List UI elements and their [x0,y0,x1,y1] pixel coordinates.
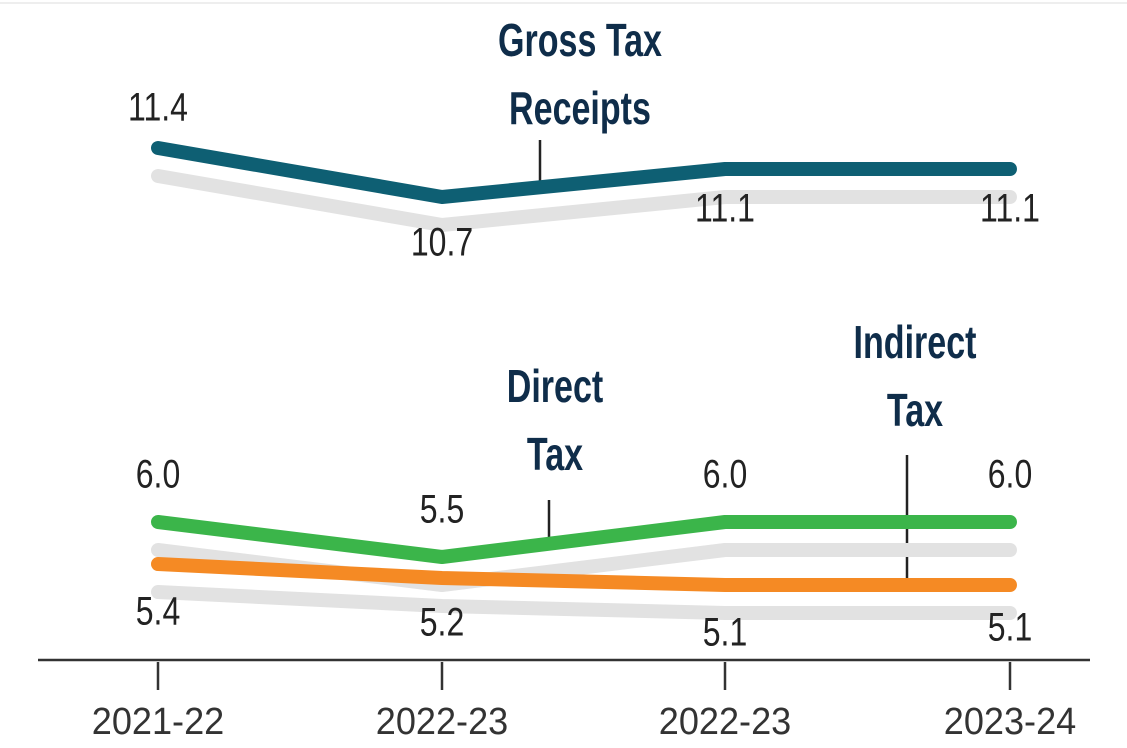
x-tick-label: 2021-22 [92,699,224,742]
value-label: 10.7 [411,219,473,264]
series-label: Gross Tax Receipts [498,14,662,134]
value-label: 6.0 [136,451,180,496]
line [151,557,1017,592]
value-label: 6.0 [703,451,747,496]
value-label: 5.5 [420,486,464,531]
series-label: Indirect Tax [853,316,977,436]
value-label: 11.1 [980,185,1040,230]
series-label: Direct Tax [506,360,604,480]
value-label: 11.4 [128,84,188,129]
value-label: 11.1 [695,185,755,230]
x-tick-label: 2023-24 [944,699,1076,742]
line-shadow [151,169,1017,232]
line [151,141,1017,204]
x-tick-label: 2022-23 [376,699,508,742]
value-label: 5.4 [136,588,180,633]
value-label: 6.0 [988,451,1032,496]
value-label: 5.2 [420,599,464,644]
line [151,515,1017,564]
value-label: 5.1 [988,604,1032,649]
x-tick-label: 2022-23 [659,699,791,742]
line-shadow [151,585,1017,620]
value-label: 5.1 [703,609,747,654]
